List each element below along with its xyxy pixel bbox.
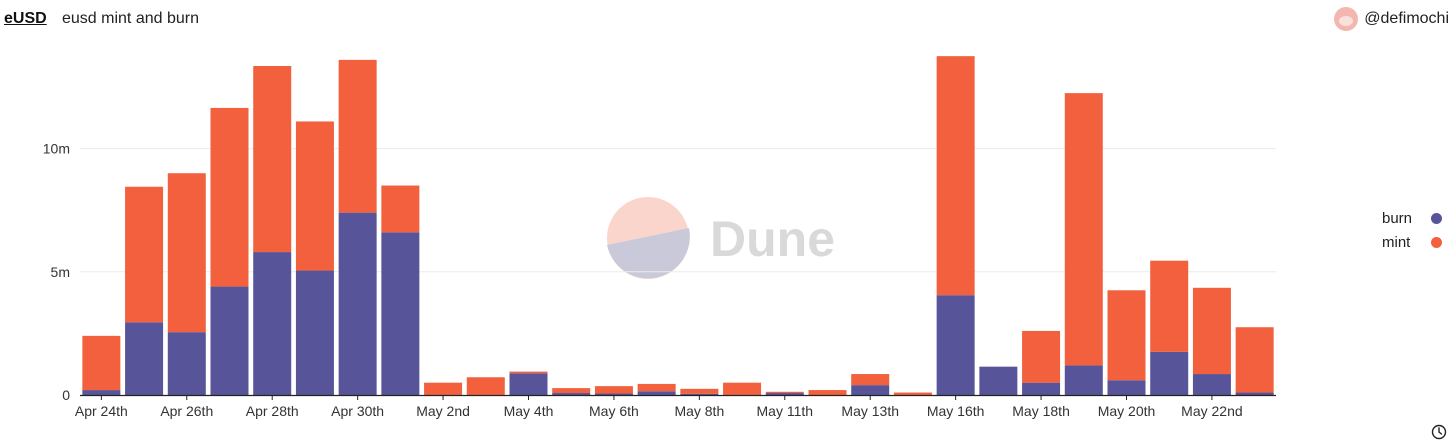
chart-title: eusd mint and burn <box>62 10 199 27</box>
x-tick-label: May 16th <box>927 403 985 419</box>
dune-watermark-text: Dune <box>710 211 835 267</box>
bar-burn[interactable] <box>1235 392 1274 395</box>
bar-mint[interactable] <box>765 391 804 394</box>
bar-mint[interactable] <box>594 386 633 394</box>
user-name: @defimochi <box>1364 10 1449 27</box>
bar-mint[interactable] <box>210 107 249 287</box>
bar-mint[interactable] <box>338 59 377 213</box>
bar-burn[interactable] <box>765 393 804 395</box>
bar-mint[interactable] <box>509 371 548 374</box>
x-tick-label: May 13th <box>841 403 899 419</box>
bar-mint[interactable] <box>723 382 762 395</box>
bar-burn[interactable] <box>125 322 164 395</box>
bar-mint[interactable] <box>936 56 975 296</box>
bar-burn[interactable] <box>295 270 334 395</box>
bar-burn[interactable] <box>851 385 890 395</box>
legend-dot-mint <box>1431 236 1442 248</box>
x-tick-label: May 11th <box>757 403 814 419</box>
bar-burn[interactable] <box>552 393 591 395</box>
dune-logo-lower <box>607 228 690 279</box>
bar-burn[interactable] <box>253 252 292 395</box>
bar-mint[interactable] <box>637 383 676 392</box>
x-tick-label: Apr 28th <box>246 403 299 419</box>
bar-mint[interactable] <box>1107 290 1146 381</box>
bar-burn[interactable] <box>509 373 548 395</box>
x-tick-label: May 20th <box>1098 403 1156 419</box>
x-tick-label: Apr 26th <box>160 403 213 419</box>
bar-burn[interactable] <box>637 391 676 395</box>
bar-mint[interactable] <box>552 388 591 394</box>
bar-mint[interactable] <box>125 186 164 323</box>
bar-mint[interactable] <box>466 377 505 395</box>
y-tick-label: 10m <box>43 141 70 157</box>
bar-burn[interactable] <box>1150 351 1189 395</box>
bar-mint[interactable] <box>1192 287 1231 375</box>
x-tick-label: May 6th <box>589 403 639 419</box>
legend-label-mint: mint <box>1382 233 1411 251</box>
avatar <box>1334 7 1359 31</box>
y-tick-label: 0 <box>62 387 70 403</box>
x-tick-label: May 2nd <box>416 403 470 419</box>
bar-mint[interactable] <box>680 388 719 394</box>
bar-burn[interactable] <box>381 232 420 395</box>
bar-burn[interactable] <box>82 390 121 395</box>
legend-label-burn: burn <box>1382 209 1413 227</box>
y-tick-label: 5m <box>51 264 70 280</box>
x-tick-label: May 4th <box>504 403 554 419</box>
bar-burn[interactable] <box>1064 365 1103 395</box>
bar-mint[interactable] <box>253 66 292 253</box>
bar-mint[interactable] <box>82 335 121 391</box>
clock-icon[interactable] <box>1431 424 1447 440</box>
bar-mint[interactable] <box>808 390 847 395</box>
x-tick-label: May 18th <box>1012 403 1070 419</box>
bar-burn[interactable] <box>936 295 975 395</box>
legend-item-mint[interactable]: mint <box>1382 230 1442 254</box>
bar-burn[interactable] <box>1192 374 1231 395</box>
x-tick-label: Apr 24th <box>75 403 128 419</box>
query-link[interactable]: eUSD <box>4 10 47 27</box>
bar-mint[interactable] <box>295 121 334 271</box>
legend: burn mint <box>1382 206 1442 254</box>
bar-mint[interactable] <box>1022 330 1061 383</box>
bar-burn[interactable] <box>1022 382 1061 395</box>
bar-burn[interactable] <box>1107 380 1146 395</box>
bar-burn[interactable] <box>167 332 206 395</box>
dune-logo <box>607 197 689 279</box>
bar-burn[interactable] <box>338 212 377 395</box>
bar-mint[interactable] <box>1150 260 1189 352</box>
legend-dot-burn <box>1431 212 1442 224</box>
x-tick-label: Apr 30th <box>331 403 384 419</box>
bar-mint[interactable] <box>381 185 420 233</box>
dune-watermark: Dune <box>607 197 835 279</box>
bar-burn[interactable] <box>680 393 719 395</box>
bar-burn[interactable] <box>594 393 633 395</box>
x-tick-label: May 8th <box>674 403 724 419</box>
bar-mint[interactable] <box>1064 93 1103 366</box>
bar-mint[interactable] <box>1235 327 1274 393</box>
bar-mint[interactable] <box>424 382 463 395</box>
chart-header: eUSD eusd mint and burn @defimochi <box>0 0 1456 40</box>
x-tick-label: May 22nd <box>1181 403 1242 419</box>
bar-burn[interactable] <box>210 286 249 395</box>
bar-mint[interactable] <box>851 374 890 386</box>
legend-item-burn[interactable]: burn <box>1382 206 1442 230</box>
bar-mint[interactable] <box>893 392 932 395</box>
bar-burn[interactable] <box>979 366 1018 395</box>
user-profile[interactable]: @defimochi <box>1334 7 1449 31</box>
bar-mint[interactable] <box>167 173 206 333</box>
